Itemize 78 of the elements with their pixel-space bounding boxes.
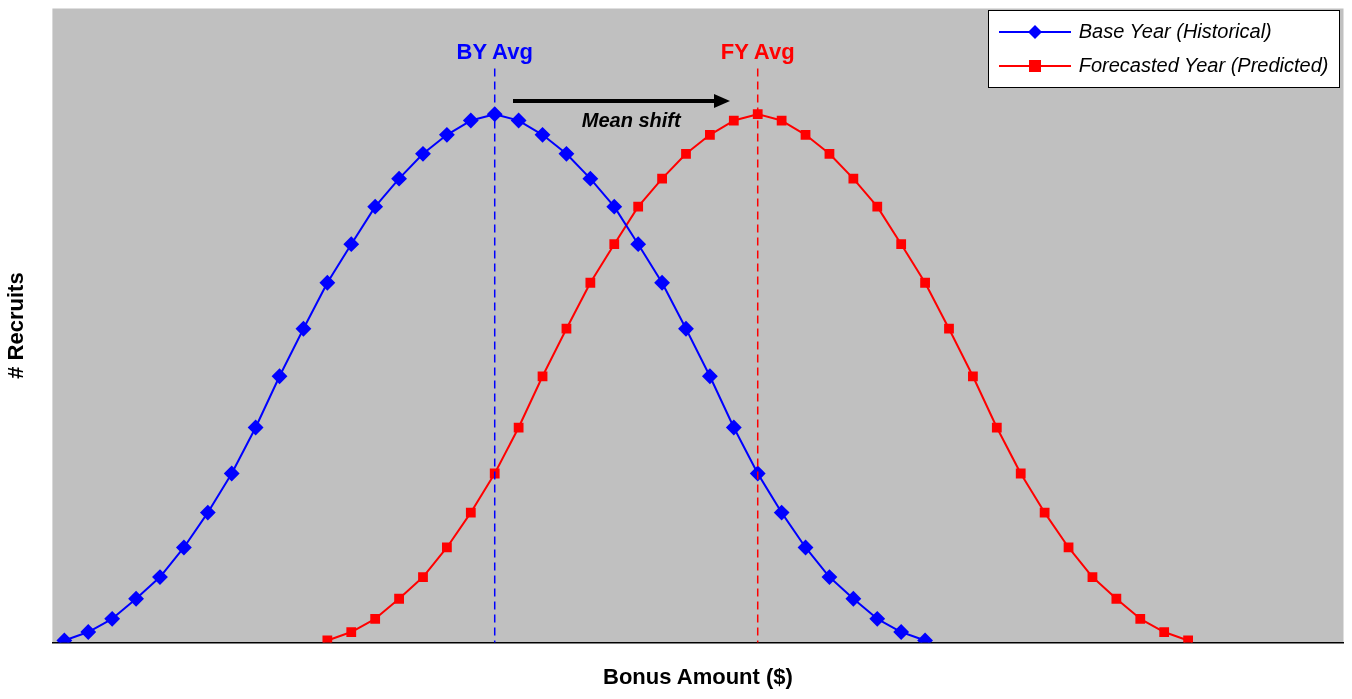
point (418, 572, 428, 582)
point (1159, 627, 1170, 637)
point (606, 199, 622, 215)
point (465, 507, 476, 518)
point (774, 505, 790, 521)
point (442, 542, 452, 553)
point (678, 321, 694, 337)
point (272, 368, 288, 384)
point (537, 371, 548, 382)
point (1135, 613, 1146, 624)
point (439, 127, 455, 143)
point (248, 420, 264, 436)
point (152, 569, 168, 585)
point (920, 277, 930, 288)
point (630, 236, 646, 252)
point (343, 236, 359, 252)
point (391, 171, 407, 187)
point (1183, 635, 1193, 643)
point (370, 613, 381, 624)
y-axis-title: # Recruits (3, 272, 29, 379)
point (944, 323, 954, 334)
point (991, 422, 1002, 433)
point (609, 239, 620, 250)
point (1087, 572, 1098, 582)
point (346, 627, 357, 637)
point (558, 146, 574, 162)
point (821, 569, 837, 585)
legend-label: Forecasted Year (Predicted) (1078, 54, 1329, 77)
point (896, 239, 907, 250)
point (200, 505, 216, 521)
point (511, 113, 527, 129)
point (776, 115, 787, 126)
point (750, 466, 766, 482)
point (585, 277, 596, 288)
point (728, 115, 739, 126)
point (319, 275, 335, 291)
point (872, 201, 883, 212)
point (489, 468, 500, 479)
point (80, 624, 96, 640)
point (295, 321, 311, 337)
point (535, 127, 551, 143)
point (893, 624, 909, 640)
point (705, 129, 715, 140)
point (1039, 507, 1050, 518)
point (224, 466, 240, 482)
point (1111, 593, 1122, 604)
point (415, 146, 431, 162)
point (654, 275, 670, 291)
text: FY Avg (720, 38, 795, 64)
point (104, 611, 120, 627)
x-axis-title: Bonus Amount ($) (603, 663, 793, 689)
legend-label: Base Year (Historical) (1078, 20, 1272, 43)
point (726, 420, 742, 436)
point (394, 593, 404, 604)
point (633, 201, 644, 212)
point (322, 635, 333, 643)
point (561, 323, 572, 334)
point (582, 171, 598, 187)
point (681, 148, 691, 159)
point (848, 173, 859, 184)
annotation: Mean shift (581, 109, 683, 132)
point (128, 591, 144, 607)
point (845, 591, 861, 607)
point (513, 422, 524, 433)
point (968, 371, 978, 382)
point (1015, 468, 1026, 479)
point (824, 148, 835, 159)
point (176, 539, 192, 555)
point (798, 539, 814, 555)
point (752, 109, 763, 120)
text: BY Avg (456, 38, 533, 64)
point (800, 129, 811, 140)
point (657, 173, 667, 184)
point (367, 199, 383, 215)
point (869, 611, 885, 627)
point (702, 368, 718, 384)
point (487, 106, 503, 122)
point (463, 113, 479, 129)
